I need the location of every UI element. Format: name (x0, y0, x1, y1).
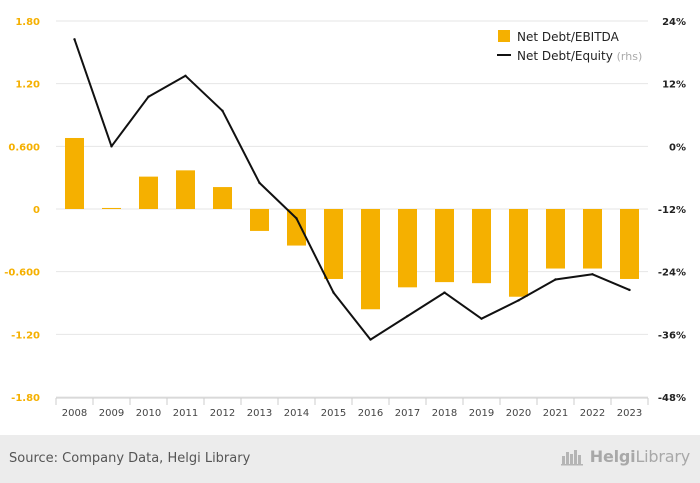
line-series-net-debt-equity (73, 38, 631, 341)
bar-2020[interactable] (509, 209, 528, 297)
y-axis-right: 24% 12% 0% -12% -24% -36% -48% (658, 17, 686, 404)
y-left-tick-label: -1.80 (11, 393, 40, 404)
bar-2009[interactable] (102, 207, 121, 209)
legend-rhs-note: (rhs) (617, 50, 643, 63)
y-left-tick-label: -0.600 (4, 268, 40, 279)
line-point-2015[interactable] (332, 291, 335, 294)
bar-2010[interactable] (139, 176, 158, 209)
x-tick-label: 2017 (395, 408, 420, 419)
line-point-2011[interactable] (184, 74, 187, 78)
x-tick-label: 2009 (99, 408, 124, 419)
x-tick-label: 2016 (358, 408, 383, 419)
bar-2019[interactable] (472, 209, 491, 284)
x-tick-label: 2008 (62, 408, 87, 419)
net-debt-equity-line[interactable] (73, 38, 630, 341)
footer-bar (0, 435, 700, 483)
line-point-2014[interactable] (295, 217, 298, 220)
y-right-tick-label: 24% (662, 17, 686, 28)
line-point-2013[interactable] (258, 181, 261, 185)
x-tick-label: 2022 (580, 408, 605, 419)
line-point-2019[interactable] (480, 317, 483, 320)
brand-name-part1: Helgi (589, 446, 636, 466)
line-point-2012[interactable] (221, 109, 224, 113)
line-point-2022[interactable] (591, 273, 594, 276)
line-point-2021[interactable] (554, 278, 557, 281)
x-tick-label: 2012 (210, 408, 235, 419)
legend[interactable]: Net Debt/EBITDA Net Debt/Equity (rhs) (497, 30, 642, 63)
y-axis-left: 1.80 1.20 0.600 0 -0.600 -1.20 -1.80 (4, 17, 40, 404)
x-tick-label: 2014 (284, 408, 309, 419)
y-right-tick-label: -24% (658, 268, 686, 279)
line-point-2020[interactable] (517, 299, 520, 302)
bar-2023[interactable] (620, 209, 639, 279)
brand-name-part2: Library (635, 446, 690, 466)
x-tick-label: 2010 (136, 408, 161, 419)
bar-2013[interactable] (250, 209, 269, 231)
library-logo-icon (560, 450, 583, 466)
bar-2014[interactable] (287, 209, 306, 246)
helgi-library-logo[interactable]: HelgiLibrary (560, 446, 690, 466)
bar-2008[interactable] (65, 137, 84, 209)
bar-2021[interactable] (546, 209, 565, 269)
x-tick-label: 2020 (506, 408, 531, 419)
y-left-tick-label: 1.20 (15, 80, 40, 91)
line-point-2018[interactable] (443, 291, 446, 294)
line-point-2008[interactable] (73, 38, 76, 41)
bar-2016[interactable] (361, 209, 380, 310)
x-tick-label: 2011 (173, 408, 198, 419)
y-left-tick-label: -1.20 (11, 330, 40, 341)
x-tick-label: 2019 (469, 408, 494, 419)
y-right-tick-label: -48% (658, 393, 686, 404)
line-point-2009[interactable] (110, 145, 113, 148)
y-right-tick-label: 0% (669, 142, 686, 153)
y-right-tick-label: 12% (662, 80, 686, 91)
y-left-tick-label: 0.600 (8, 142, 40, 153)
x-axis: 2008 2009 2010 2011 2012 2013 2014 2015 2016 2017… (55, 397, 649, 419)
y-right-tick-label: -12% (658, 205, 686, 216)
y-left-tick-label: 1.80 (15, 17, 40, 28)
line-point-2016[interactable] (369, 338, 372, 341)
bar-2018[interactable] (435, 209, 454, 283)
bar-2017[interactable] (398, 209, 417, 288)
x-tick-label: 2013 (247, 408, 272, 419)
line-point-2017[interactable] (406, 314, 409, 318)
line-point-2023[interactable] (628, 288, 631, 292)
y-right-tick-label: -36% (658, 330, 686, 341)
bar-2015[interactable] (324, 209, 343, 279)
x-tick-label: 2018 (432, 408, 457, 419)
bar-2011[interactable] (176, 170, 195, 209)
legend-label-net-debt-ebitda: Net Debt/EBITDA (517, 30, 620, 44)
legend-swatch-bar (498, 30, 510, 42)
brand-name: HelgiLibrary (590, 447, 690, 466)
x-tick-label: 2023 (617, 408, 642, 419)
line-point-2010[interactable] (147, 95, 150, 98)
bar-2022[interactable] (583, 209, 602, 269)
x-tick-label: 2015 (321, 408, 346, 419)
y-left-tick-label: 0 (33, 205, 40, 216)
source-note: Source: Company Data, Helgi Library (9, 451, 251, 466)
bar-2012[interactable] (213, 187, 232, 209)
legend-label-net-debt-equity: Net Debt/Equity (rhs) (517, 49, 642, 63)
x-tick-label: 2021 (543, 408, 568, 419)
bar-series-net-debt-ebitda (65, 137, 639, 310)
